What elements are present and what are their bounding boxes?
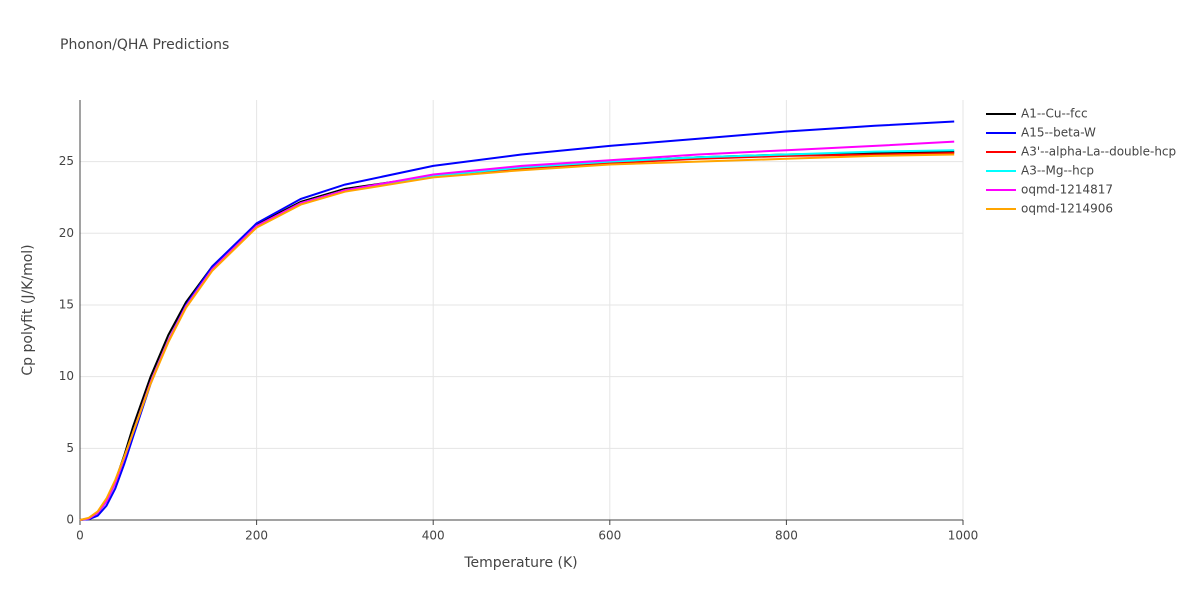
legend-label: A15--beta-W bbox=[1021, 126, 1096, 140]
legend-label: oqmd-1214817 bbox=[1021, 183, 1113, 197]
y-tick-label: 10 bbox=[59, 369, 74, 383]
x-tick-label: 200 bbox=[245, 529, 268, 543]
x-tick-label: 800 bbox=[775, 529, 798, 543]
line-series bbox=[79, 149, 955, 521]
x-tick-label: 0 bbox=[76, 529, 84, 543]
y-tick-label: 0 bbox=[66, 513, 74, 527]
x-tick-label: 1000 bbox=[948, 529, 979, 543]
y-axis-label: Cp polyfit (J/K/mol) bbox=[20, 244, 36, 375]
line-series bbox=[79, 140, 955, 521]
line-series bbox=[79, 150, 955, 521]
legend-label: A3--Mg--hcp bbox=[1021, 164, 1094, 178]
chart-title: Phonon/QHA Predictions bbox=[60, 37, 229, 53]
legend-label: A3'--alpha-La--double-hcp bbox=[1021, 145, 1176, 159]
line-series bbox=[79, 153, 955, 521]
y-tick-label: 5 bbox=[66, 441, 74, 455]
legend-label: A1--Cu--fcc bbox=[1021, 107, 1088, 121]
line-series bbox=[79, 120, 955, 521]
y-tick-label: 15 bbox=[59, 297, 74, 311]
y-tick-label: 25 bbox=[59, 154, 74, 168]
x-tick-label: 600 bbox=[598, 529, 621, 543]
x-axis-label: Temperature (K) bbox=[463, 555, 577, 571]
x-tick-label: 400 bbox=[422, 529, 445, 543]
line-series bbox=[79, 152, 955, 521]
y-tick-label: 20 bbox=[59, 226, 74, 240]
legend-label: oqmd-1214906 bbox=[1021, 202, 1113, 216]
